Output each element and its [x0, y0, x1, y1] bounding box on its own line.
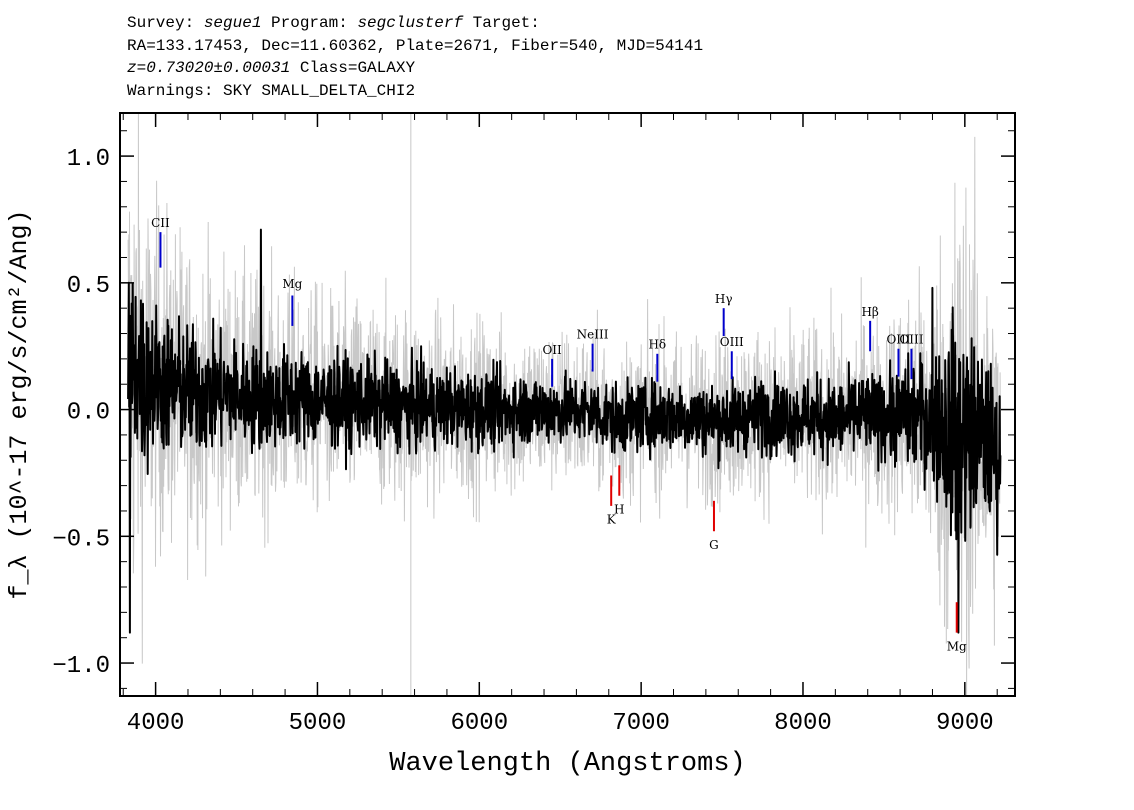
- survey-name: segue1: [203, 14, 262, 32]
- emission-line-label: Hγ: [715, 292, 733, 306]
- program-label: Program:: [261, 14, 358, 32]
- x-tick-label: 8000: [774, 710, 832, 737]
- flux-layer: [127, 228, 1002, 634]
- survey-line: Survey: segue1 Program: segclusterf Targ…: [127, 12, 703, 35]
- absorption-line-label: K: [607, 513, 617, 527]
- target-label: Target:: [463, 14, 540, 32]
- coordinates-line: RA=133.17453, Dec=11.60362, Plate=2671, …: [127, 36, 704, 55]
- y-tick-label: −1.0: [52, 653, 110, 680]
- y-tick-label: 0.0: [67, 400, 110, 427]
- absorption-line-label: H: [614, 502, 624, 516]
- flux-trace: [127, 228, 1002, 634]
- emission-line-label: OIII: [899, 333, 923, 347]
- x-tick-label: 9000: [936, 710, 994, 737]
- survey-label: Survey:: [127, 14, 204, 32]
- absorption-line-label: G: [709, 538, 719, 552]
- redshift-value: z=0.73020±0.00031: [127, 59, 291, 77]
- y-tick-label: −0.5: [52, 526, 110, 553]
- plot-frame: [119, 112, 1016, 697]
- y-tick-label: 0.5: [67, 273, 110, 300]
- program-name: segclusterf: [357, 14, 464, 32]
- class-value: Class=GALAXY: [290, 59, 416, 77]
- emission-line-label: OIII: [886, 333, 910, 347]
- emission-line-label: Hδ: [648, 338, 666, 352]
- absorption-line-label: Mg: [947, 639, 967, 653]
- emission-line-label: CII: [151, 216, 170, 230]
- x-tick-label: 5000: [289, 710, 347, 737]
- emission-line-label: Mg: [282, 277, 302, 291]
- y-tick-label: 1.0: [67, 146, 110, 173]
- x-tick-label: 4000: [127, 710, 185, 737]
- axis-ticks-layer: 4000 5000 6000 7000 8000 9000 1.0 0.5 0.0 −0.5 −1.…: [52, 113, 1015, 737]
- redshift-line: z=0.73020±0.00031 Class=GALAXY: [127, 57, 703, 80]
- warnings-line: Warnings: SKY SMALL_DELTA_CHI2: [127, 81, 416, 100]
- x-tick-label: 6000: [450, 710, 508, 737]
- emission-line-label: NeIII: [577, 328, 609, 342]
- emission-line-label: OIII: [720, 335, 744, 349]
- x-axis-label: Wavelength (Angstroms): [389, 749, 745, 779]
- emission-line-label: OII: [542, 343, 562, 357]
- spectrum-header: Survey: segue1 Program: segclusterf Targ…: [127, 12, 703, 102]
- x-tick-label: 7000: [612, 710, 670, 737]
- y-axis-label: f_λ (10^-17 erg/s/cm²/Ang): [5, 209, 34, 599]
- emission-line-label: Hβ: [861, 305, 878, 319]
